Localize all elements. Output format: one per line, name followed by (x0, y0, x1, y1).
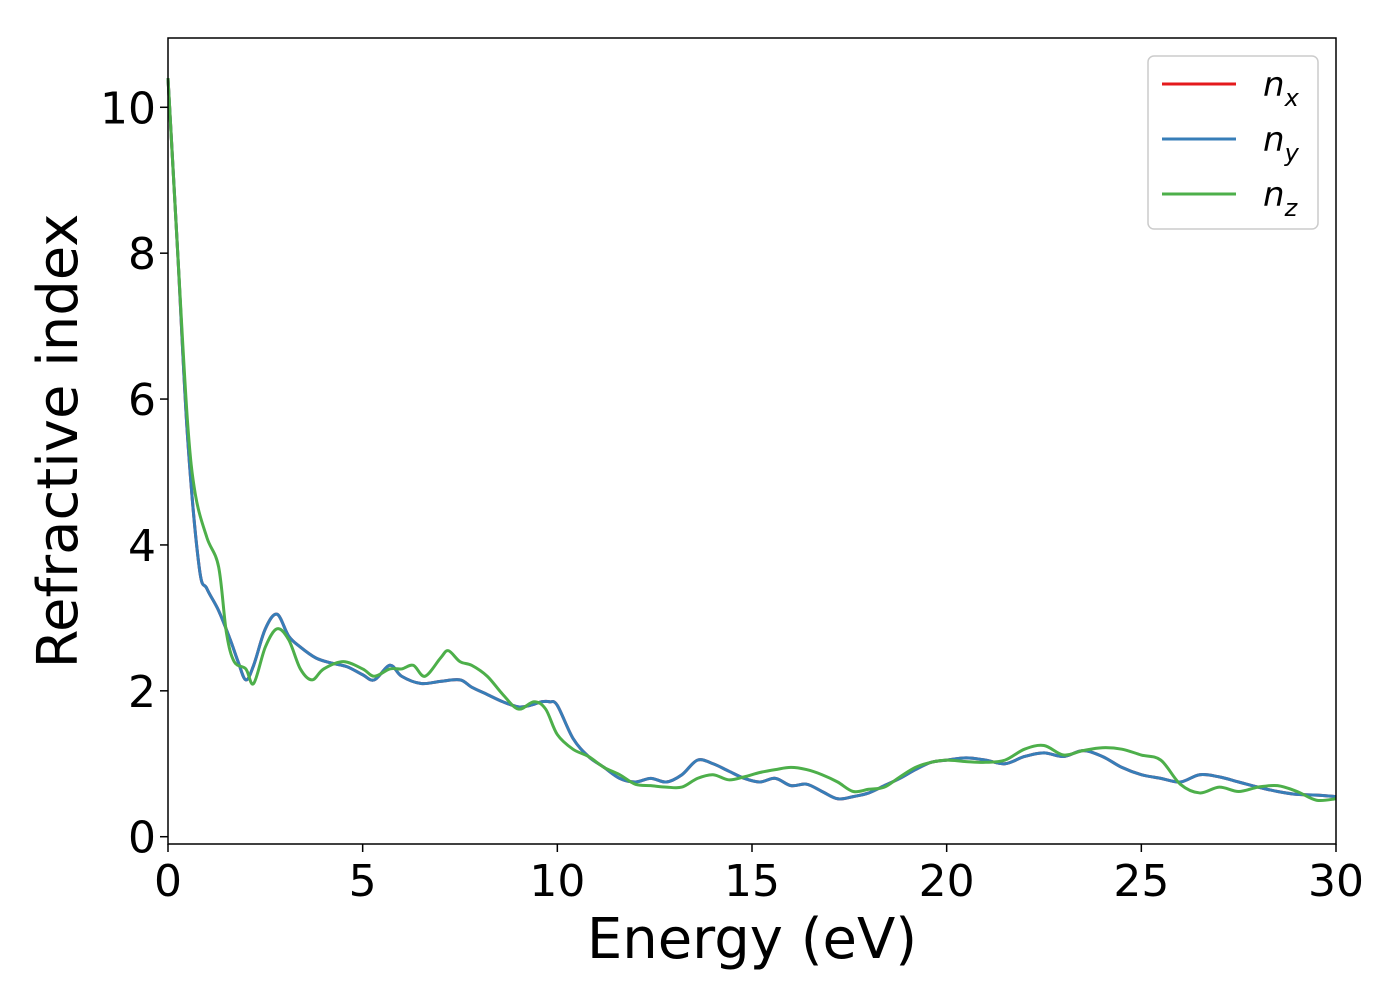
y-tick-label: 4 (128, 521, 156, 572)
x-tick-label: 30 (1308, 856, 1364, 907)
x-tick-label: 5 (349, 856, 377, 907)
x-tick-label: 0 (154, 856, 182, 907)
x-tick-label: 25 (1113, 856, 1169, 907)
x-tick-label: 20 (919, 856, 975, 907)
legend: nx ny nz (1147, 55, 1319, 230)
x-tick-label: 15 (724, 856, 780, 907)
x-axis-ticks: 0 5 10 15 20 25 30 (154, 844, 1364, 907)
y-tick-label: 8 (128, 229, 156, 280)
series-line-n-z (166, 78, 1337, 803)
x-tick-label: 10 (529, 856, 585, 907)
series-layer (166, 78, 1337, 803)
legend-label-n-z: nz (1263, 175, 1299, 222)
legend-label-n-y: ny (1263, 120, 1300, 167)
y-tick-label: 0 (128, 813, 156, 864)
y-tick-label: 2 (128, 667, 156, 718)
legend-label-n-x: nx (1263, 65, 1300, 112)
legend-box (1147, 55, 1319, 230)
y-tick-label: 10 (100, 83, 156, 134)
y-axis-label: Refractive index (26, 214, 91, 669)
y-tick-label: 6 (128, 375, 156, 426)
y-axis-ticks: 0 2 4 6 8 10 (100, 83, 168, 864)
x-axis-label: Energy (eV) (587, 907, 917, 972)
